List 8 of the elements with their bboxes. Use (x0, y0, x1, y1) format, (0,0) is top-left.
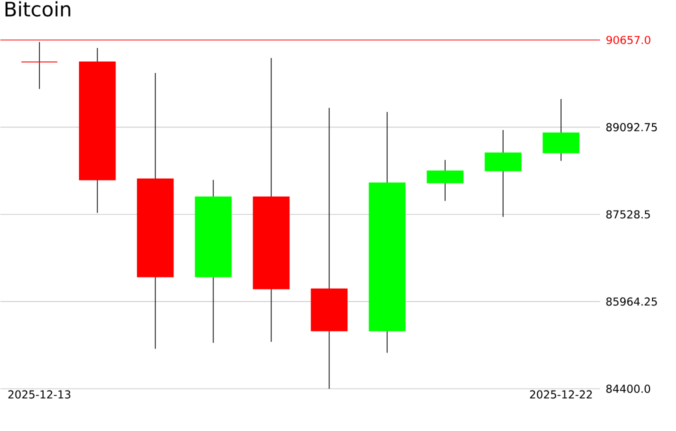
y-tick-label: 85964.25 (606, 298, 657, 306)
x-tick-label: 2025-12-22 (530, 390, 592, 399)
y-tick-label: 84400.0 (606, 384, 650, 394)
y-tick-label: 89092.75 (606, 123, 657, 132)
y-tick-label: 87528.5 (606, 210, 650, 219)
ref-line-label: 90657.0 (606, 36, 650, 44)
x-tick-label: 2025-12-13 (8, 390, 70, 399)
chart-title: Bitcoin (6, 1, 70, 17)
